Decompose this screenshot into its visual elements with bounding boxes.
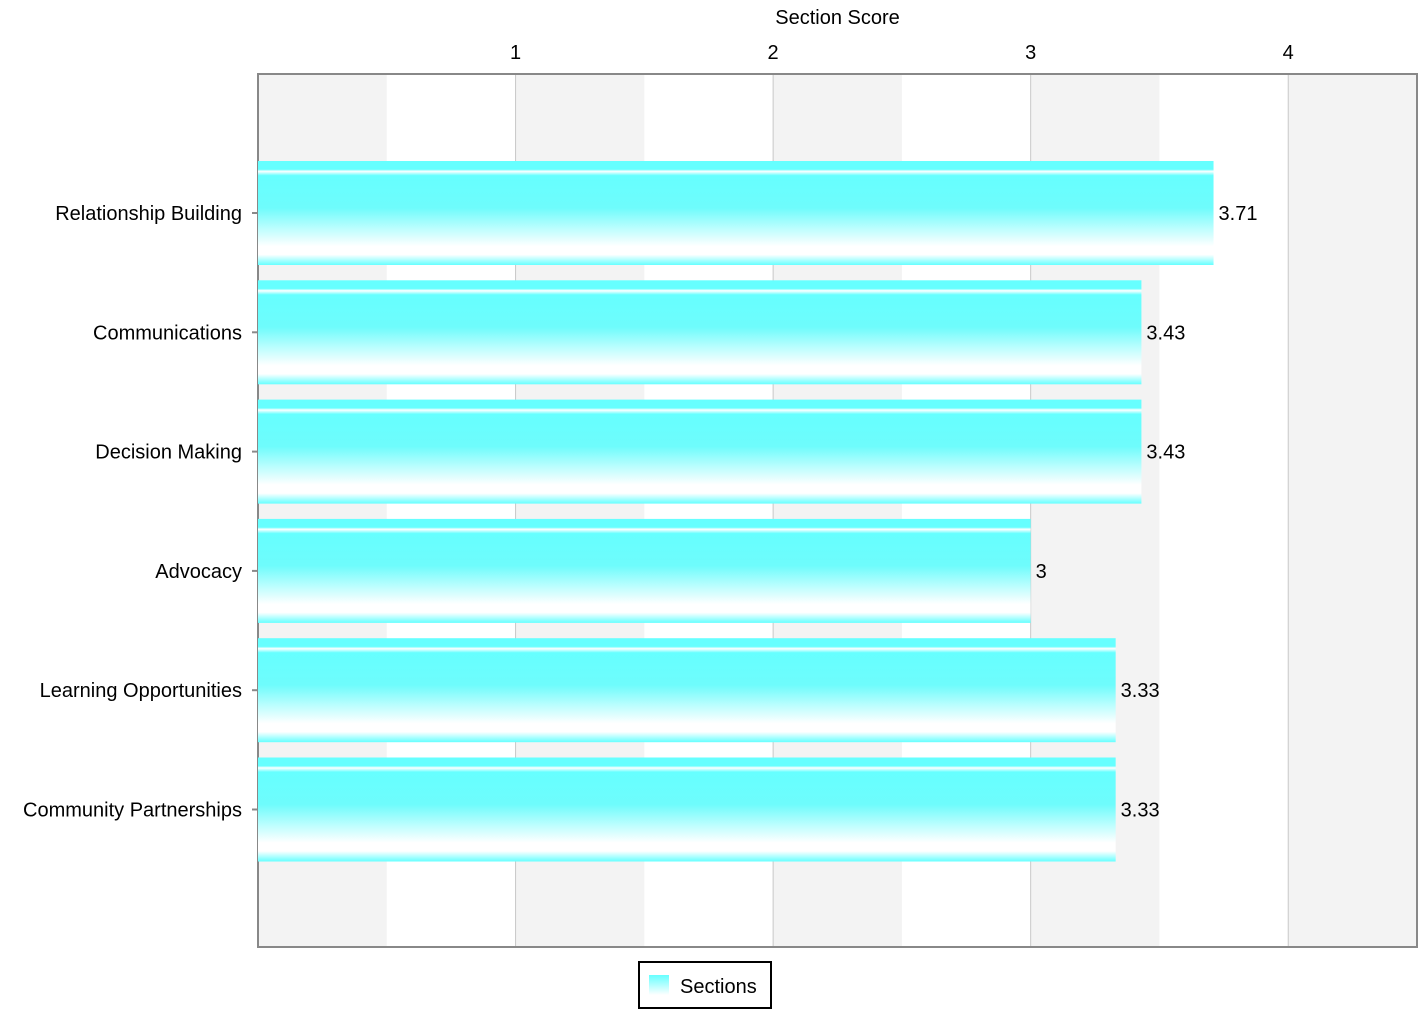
legend: Sections	[638, 961, 772, 1009]
category-labels: Relationship Building Communications Decis…	[23, 203, 258, 822]
value-label: 3.33	[1121, 680, 1160, 702]
bar	[258, 518, 1031, 623]
bars: 3.71 3.43 3.43 3 3.33 3.33	[258, 161, 1257, 862]
legend-label: Sections	[680, 976, 757, 998]
x-axis-title: Section Score	[775, 7, 900, 29]
value-label: 3.43	[1146, 442, 1185, 464]
background-band	[1288, 74, 1417, 947]
category-label: Decision Making	[95, 442, 242, 464]
value-label: 3.71	[1219, 203, 1258, 225]
tick-label: 1	[510, 42, 521, 64]
bar	[258, 399, 1142, 504]
bar	[258, 638, 1116, 743]
plot-frame	[257, 73, 1418, 948]
tick-label: 4	[1283, 42, 1294, 64]
category-label: Advocacy	[155, 561, 242, 583]
legend-swatch	[649, 975, 669, 995]
value-label: 3.43	[1146, 322, 1185, 344]
bar	[258, 161, 1214, 265]
tick-label: 2	[768, 42, 779, 64]
category-label: Community Partnerships	[23, 800, 242, 822]
value-label: 3	[1036, 561, 1047, 583]
bar	[258, 280, 1142, 385]
tick-label: 3	[1025, 42, 1036, 64]
bar	[258, 757, 1116, 862]
x-ticks: 1 2 3 4	[510, 42, 1294, 64]
category-label: Relationship Building	[55, 203, 242, 225]
category-label: Communications	[93, 322, 242, 344]
category-label: Learning Opportunities	[40, 680, 242, 702]
value-label: 3.33	[1121, 800, 1160, 822]
